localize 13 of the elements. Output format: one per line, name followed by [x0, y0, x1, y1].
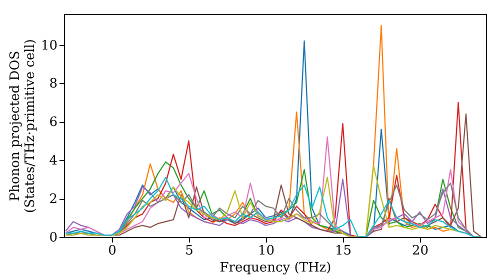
x-axis-title: Frequency (THz) — [220, 260, 332, 276]
y-tick-label: 4 — [49, 154, 58, 169]
x-tick-label: 10 — [258, 244, 275, 258]
y-tick-label: 0 — [49, 230, 58, 246]
y-tick-label: 8 — [49, 76, 58, 92]
x-tick-label: 15 — [334, 244, 352, 258]
y-axis-title: Phonon projected DOS (States/THz·primitive cell) — [8, 38, 38, 214]
y-tick-label: 2 — [49, 192, 58, 208]
x-tick-label: 20 — [412, 244, 429, 258]
x-tick-label: 0 — [108, 244, 116, 258]
x-tick-label: 5 — [185, 244, 194, 258]
y-tick-label: 6 — [49, 115, 58, 130]
y-tick-label: 10 — [40, 38, 58, 54]
